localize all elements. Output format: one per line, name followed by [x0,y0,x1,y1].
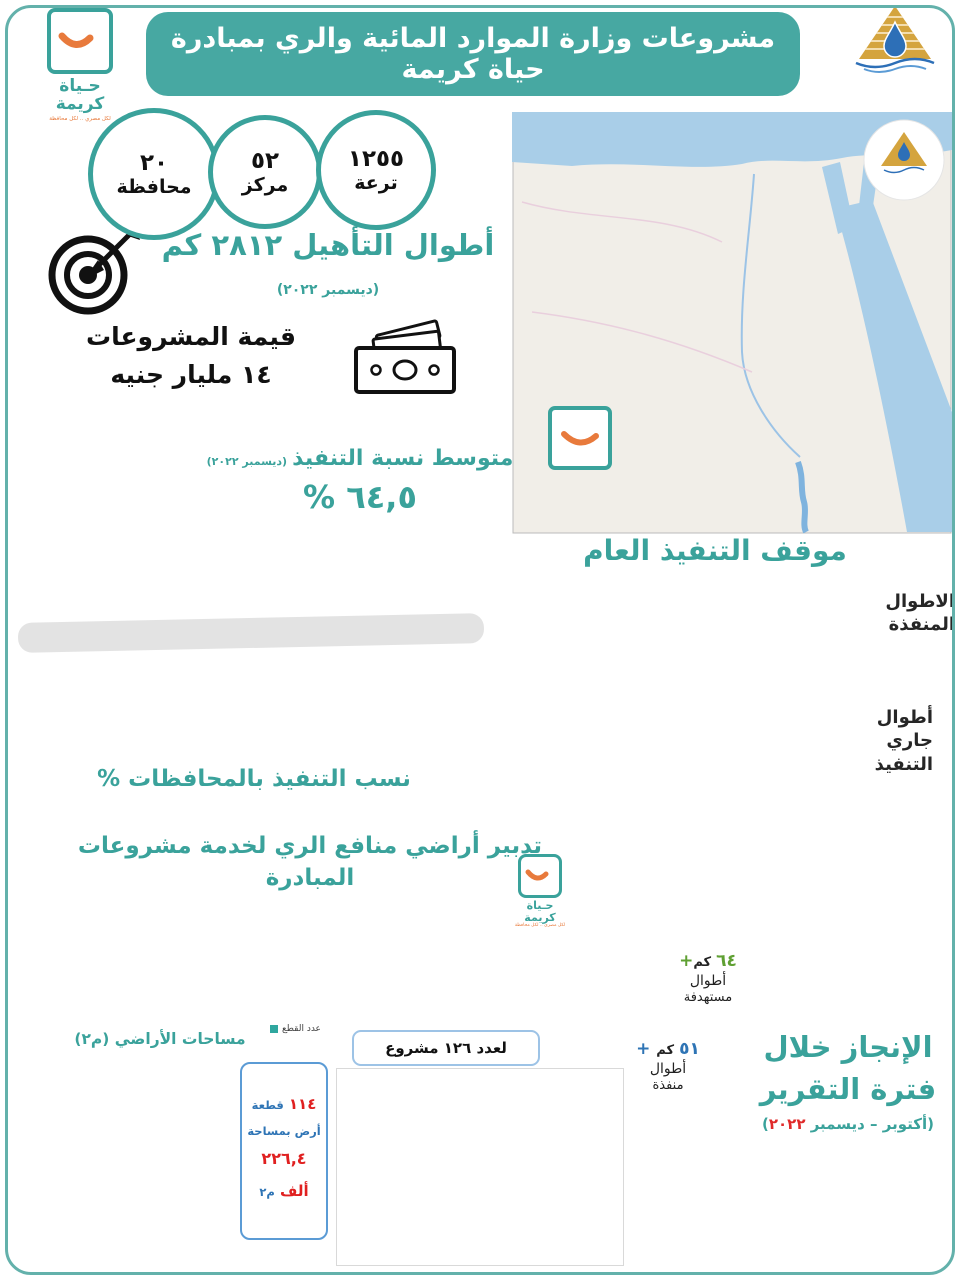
stat-value: ٥٢ [250,148,280,174]
stat-circle-districts: ٥٢ مركز [208,115,322,229]
executed-line2: أطوال [649,1061,687,1078]
period-prefix: (أكتوبر – ديسمبر [805,1115,934,1134]
projects-count-box: لعدد ١٢٦ مشروع [352,1030,540,1066]
hayah-logo-line2: كريمة [55,93,105,114]
stat-circle-canals: ١٢٥٥ ترعة [316,110,436,230]
stat-value: ٢٠ [139,150,169,176]
page-title: مشروعات وزارة الموارد المائية والري بمبا… [146,12,800,96]
area-word: ألف [279,1182,309,1200]
water-drop-icon [883,20,907,58]
executed-lengths-text: + ٥١ كم أطوال منفذة [618,1038,718,1095]
achievement-title: الإنجاز خلال فترة التقرير (أكتوبر – ديسم… [742,1026,954,1136]
rehab-date: (ديسمبر ٢٠٢٢) [276,282,380,298]
chart-land-plots: تدبير أراضي منافع الري لخدمة مشروعات الم… [10,828,610,1056]
ministry-logo-small [863,119,945,201]
legend-swatch [838,594,855,611]
land-chart-legend: عدد القطع [270,1024,321,1034]
route-lines [521,201,753,373]
projects-donut-panel [336,1068,624,1266]
plots-line2: أرض بمساحة [247,1124,321,1138]
avg-exec-date: (ديسمبر ٢٠٢٢) [206,455,288,468]
stat-label: مركز [241,174,289,196]
pie-legend-item-inprogress: أطوال جاري التنفيذ [838,706,956,776]
hayah-logo-line1: حـياة [526,899,554,912]
targeted-line2: أطوال [689,973,727,990]
hayah-logo-small: حـياة كريمة لكل مصري .. لكل محافظة [508,854,572,928]
targeted-value: +٦٤ [679,951,737,971]
achievement-line2: فترة التقرير [759,1072,937,1107]
land-chart-title: تدبير أراضي منافع الري لخدمة مشروعات الم… [77,833,543,892]
gov-chart-caption: نسب التنفيذ بالمحافظات % [97,766,411,792]
gov-chart-title: متوسط نسبة التنفيذ (ديسمبر ٢٠٢٢) [205,446,515,471]
stat-label: ترعة [354,172,398,194]
stat-value: ١٢٥٥ [347,146,405,172]
area-value: ٢٢٦,٤ [261,1149,307,1168]
achievement-period: (أكتوبر – ديسمبر ٢٠٢٢) [742,1114,954,1136]
pie-title: موقف التنفيذ العام [583,534,847,567]
plots-count: ١١٤ [288,1095,317,1113]
stat-label: محافظة [116,176,192,198]
money-icon [348,318,463,404]
plots-summary-box: ١١٤ قطعة أرض بمساحة ٢٢٦,٤ ألف م٢ [240,1062,328,1240]
egypt-map [512,112,952,534]
nile-river [740,173,801,458]
cost-line1: قيمة المشروعات [85,322,297,351]
ministry-logo [834,2,956,112]
legend-swatch [838,710,855,727]
targeted-lengths-text: +٦٤ كم أطوال مستهدفة [660,950,756,1007]
lake-nasser [795,460,809,534]
cost-line2: ١٤ مليار جنيه [110,359,272,389]
stat-circle-governorates: ٢٠ محافظة [88,108,220,240]
hayah-logo-tagline: لكل مصري .. لكل محافظة [49,115,111,122]
projects-donut-chart [340,1072,524,1256]
executed-line3: منفذة [652,1078,684,1094]
hayah-logo-small-map [548,406,612,470]
executed-unit: كم [656,1043,675,1058]
executed-value: + ٥١ [636,1039,700,1059]
avg-exec-title: متوسط نسبة التنفيذ [292,446,514,471]
hayah-karima-logo: حـياة كريمة لكل مصري .. لكل محافظة [34,8,126,122]
avg-exec-value: ٦٤,٥ % [303,478,417,516]
mediterranean-sea [512,112,952,167]
rehab-title: أطوال التأهيل ٢٨١٢ كم [161,228,495,262]
pie-legend-item-executed: الاطوال المنفذة [838,590,956,637]
hayah-logo-tagline: لكل مصري .. لكل محافظة [514,923,566,929]
period-year: ٢٠٢٢ [768,1115,806,1134]
legend-swatch [270,1025,278,1033]
targeted-line3: مستهدفة [683,990,733,1006]
legend-label: أطوال جاري التنفيذ [874,707,933,775]
area-unit: م٢ [259,1185,275,1199]
hayah-logo-line2: كريمة [524,910,556,924]
areas-chart-title: مساحات الأراضي (م٢) [74,1030,246,1048]
chart-land-areas: مساحات الأراضي (م٢) [0,1030,334,1278]
hayah-smile-icon [47,8,113,74]
achievement-line1: الإنجاز خلال [763,1030,933,1064]
legend-label: الاطوال المنفذة [885,591,955,636]
plots-word: قطعة [251,1098,284,1112]
projects-cost: قيمة المشروعات ١٤ مليار جنيه [36,318,346,393]
red-sea [842,200,952,532]
bar-shadow [17,613,485,653]
period-suffix: ) [762,1115,769,1134]
hayah-logo-line1: حـياة [59,76,101,96]
targeted-unit: كم [693,955,712,970]
legend-label: عدد القطع [282,1024,321,1034]
